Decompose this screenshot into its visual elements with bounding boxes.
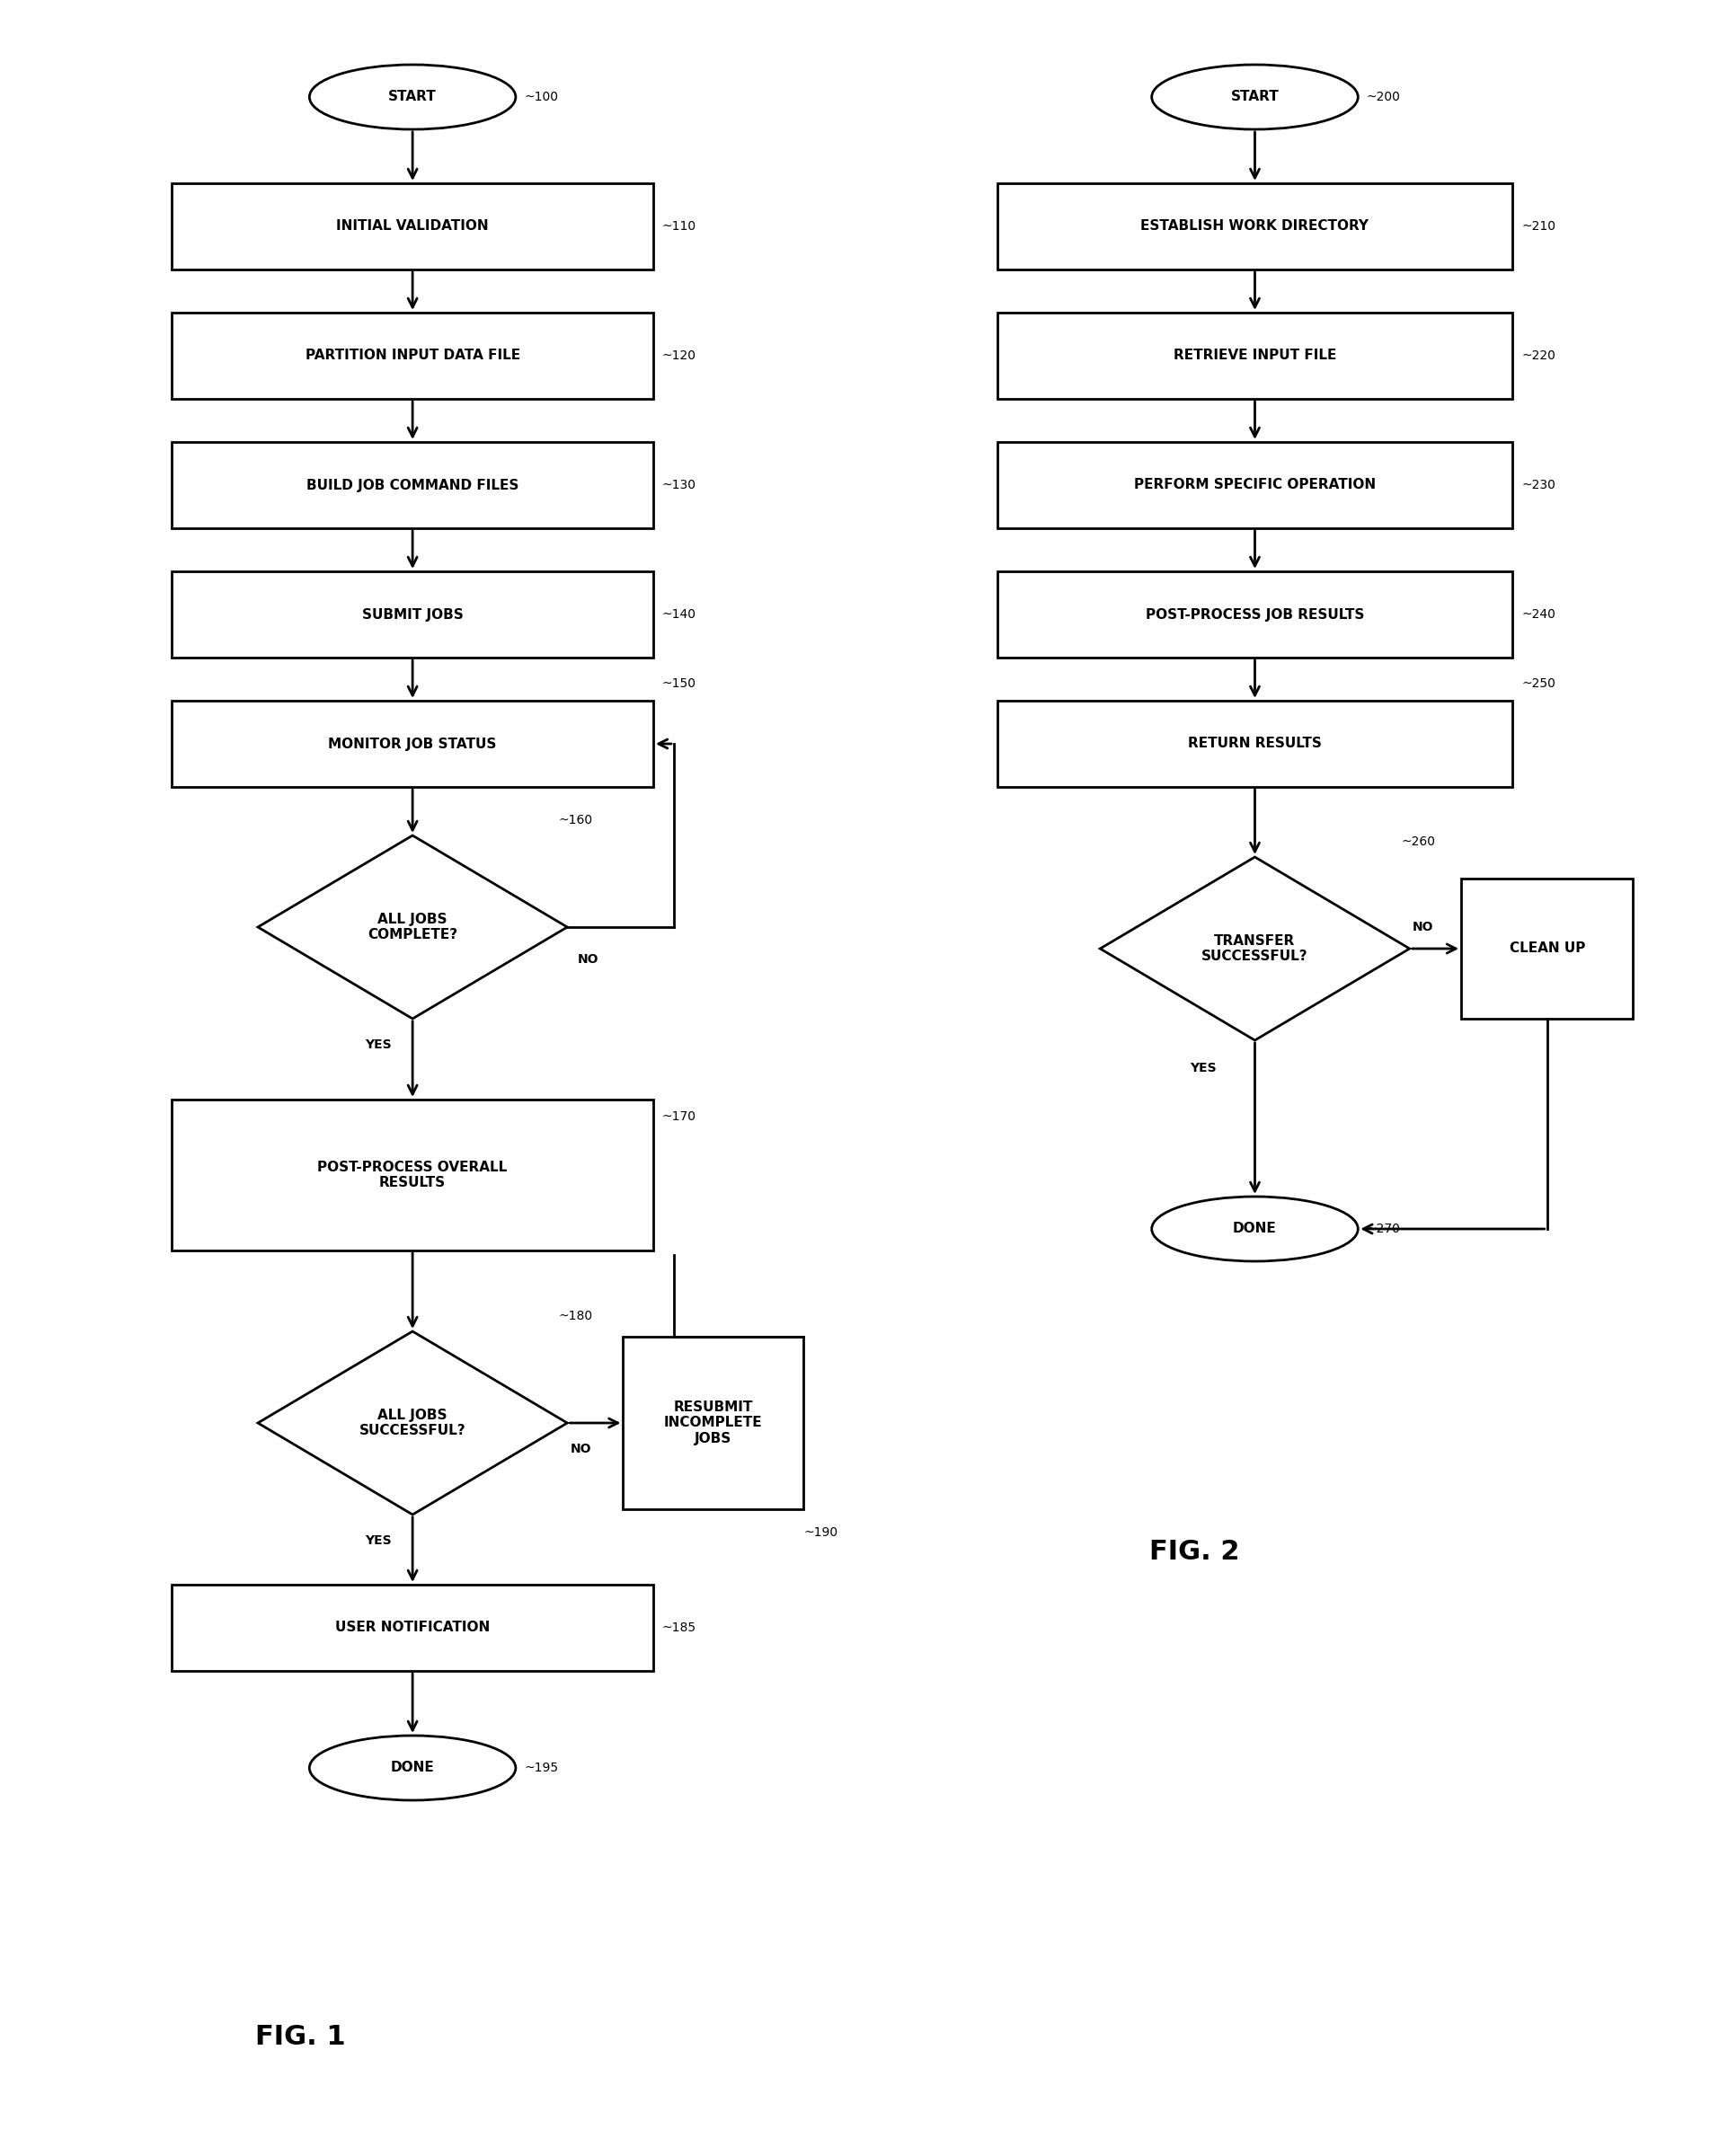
Text: DONE: DONE — [1233, 1222, 1277, 1235]
Text: ~160: ~160 — [559, 815, 593, 826]
Text: ~170: ~170 — [662, 1110, 696, 1123]
Text: SUBMIT JOBS: SUBMIT JOBS — [363, 608, 462, 621]
Bar — [172, 571, 653, 658]
Text: YES: YES — [364, 1535, 392, 1546]
Ellipse shape — [309, 65, 516, 129]
Text: POST-PROCESS OVERALL
RESULTS: POST-PROCESS OVERALL RESULTS — [318, 1160, 507, 1190]
Text: ~270: ~270 — [1367, 1222, 1401, 1235]
Text: BUILD JOB COMMAND FILES: BUILD JOB COMMAND FILES — [306, 479, 519, 492]
Bar — [172, 1100, 653, 1250]
Bar — [172, 183, 653, 270]
Text: MONITOR JOB STATUS: MONITOR JOB STATUS — [328, 737, 497, 750]
Bar — [997, 571, 1513, 658]
Text: ~220: ~220 — [1521, 349, 1556, 362]
Text: ~150: ~150 — [662, 677, 696, 690]
Text: START: START — [1231, 91, 1279, 103]
Text: NO: NO — [1413, 921, 1434, 934]
Text: ~240: ~240 — [1521, 608, 1556, 621]
Bar — [172, 1585, 653, 1671]
Bar — [622, 1337, 803, 1509]
Ellipse shape — [1152, 65, 1358, 129]
Bar — [172, 701, 653, 787]
Text: ~130: ~130 — [662, 479, 696, 492]
Text: YES: YES — [1190, 1063, 1217, 1074]
Text: ~200: ~200 — [1367, 91, 1401, 103]
Bar — [997, 183, 1513, 270]
Text: TRANSFER
SUCCESSFUL?: TRANSFER SUCCESSFUL? — [1202, 934, 1308, 964]
Text: ~185: ~185 — [662, 1621, 696, 1634]
Text: RETRIEVE INPUT FILE: RETRIEVE INPUT FILE — [1174, 349, 1336, 362]
Text: ~100: ~100 — [524, 91, 559, 103]
Text: ~195: ~195 — [524, 1761, 559, 1774]
Text: PERFORM SPECIFIC OPERATION: PERFORM SPECIFIC OPERATION — [1135, 479, 1375, 492]
Bar — [997, 701, 1513, 787]
Text: ~230: ~230 — [1521, 479, 1556, 492]
Text: ESTABLISH WORK DIRECTORY: ESTABLISH WORK DIRECTORY — [1141, 220, 1368, 233]
Polygon shape — [1100, 856, 1410, 1039]
Text: USER NOTIFICATION: USER NOTIFICATION — [335, 1621, 490, 1634]
Text: ALL JOBS
COMPLETE?: ALL JOBS COMPLETE? — [368, 912, 457, 942]
Text: ~180: ~180 — [559, 1311, 593, 1322]
Text: YES: YES — [364, 1039, 392, 1050]
Text: POST-PROCESS JOB RESULTS: POST-PROCESS JOB RESULTS — [1145, 608, 1365, 621]
Polygon shape — [258, 1330, 567, 1514]
Text: ~140: ~140 — [662, 608, 696, 621]
Text: ~190: ~190 — [803, 1526, 837, 1539]
Text: RESUBMIT
INCOMPLETE
JOBS: RESUBMIT INCOMPLETE JOBS — [664, 1401, 763, 1445]
Text: ~260: ~260 — [1401, 837, 1435, 847]
Ellipse shape — [1152, 1197, 1358, 1261]
Text: ALL JOBS
SUCCESSFUL?: ALL JOBS SUCCESSFUL? — [359, 1408, 466, 1438]
Text: ~110: ~110 — [662, 220, 696, 233]
Text: START: START — [388, 91, 437, 103]
Bar — [1461, 880, 1633, 1018]
Text: PARTITION INPUT DATA FILE: PARTITION INPUT DATA FILE — [306, 349, 519, 362]
Text: RETURN RESULTS: RETURN RESULTS — [1188, 737, 1322, 750]
Text: CLEAN UP: CLEAN UP — [1509, 942, 1585, 955]
Ellipse shape — [309, 1736, 516, 1800]
Bar — [172, 313, 653, 399]
Text: FIG. 1: FIG. 1 — [256, 2024, 346, 2050]
Bar — [172, 442, 653, 528]
Bar — [997, 442, 1513, 528]
Polygon shape — [258, 837, 567, 1018]
Text: FIG. 2: FIG. 2 — [1150, 1539, 1239, 1565]
Text: NO: NO — [578, 953, 598, 966]
Text: NO: NO — [571, 1442, 591, 1455]
Text: ~210: ~210 — [1521, 220, 1556, 233]
Bar — [997, 313, 1513, 399]
Text: INITIAL VALIDATION: INITIAL VALIDATION — [337, 220, 488, 233]
Text: ~120: ~120 — [662, 349, 696, 362]
Text: DONE: DONE — [390, 1761, 435, 1774]
Text: ~250: ~250 — [1521, 677, 1556, 690]
